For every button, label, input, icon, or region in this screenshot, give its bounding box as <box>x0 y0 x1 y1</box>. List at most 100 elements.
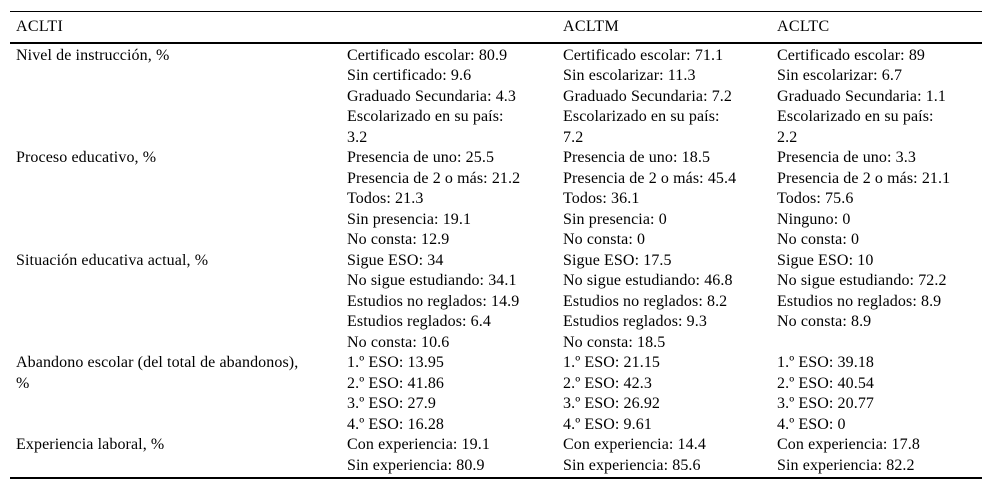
value-line: Sin escolarizar: 6.7 <box>777 67 903 84</box>
value-line: Todos: 75.6 <box>777 190 854 207</box>
value-line: 2.º ESO: 41.86 <box>347 374 445 392</box>
table-row: Experiencia laboral, % Con experiencia: 1… <box>10 435 982 476</box>
row-label-cell: Experiencia laboral, % <box>10 435 347 476</box>
data-table: ACLTI ACLTM ACLTC Nivel de instrucción, … <box>10 11 982 479</box>
value-line: Presencia de uno: 25.5 <box>347 149 495 166</box>
value-line: Estudios reglados: 6.4 <box>347 313 491 330</box>
value-line: Todos: 21.3 <box>347 190 424 207</box>
value-line: Estudios reglados: 9.3 <box>563 313 707 330</box>
value-line: No sigue estudiando: 46.8 <box>563 272 733 289</box>
value-line: 3.2 <box>347 128 368 146</box>
value-line: 2.º ESO: 42.3 <box>563 374 652 392</box>
table-row: Situación educativa actual, % Sigue ESO: … <box>10 251 982 354</box>
table-header-row: ACLTI ACLTM ACLTC <box>10 12 982 44</box>
value-line: Certificado escolar: 89 <box>777 46 926 64</box>
value-line: Estudios no reglados: 8.9 <box>777 292 942 310</box>
value-cell-acltm: Certificado escolar: 71.1 Sin escolarizar… <box>563 46 777 149</box>
value-line: Sin experiencia: 85.6 <box>563 456 701 474</box>
value-line: No consta: 0 <box>563 231 646 248</box>
value-line: Con experiencia: 17.8 <box>777 436 920 453</box>
row-label-cell: Situación educativa actual, % <box>10 251 347 354</box>
value-cell-acltm: 1.º ESO: 21.15 2.º ESO: 42.3 3.º ESO: 26.9… <box>563 353 777 435</box>
header-label-acltc: ACLTC <box>777 18 830 35</box>
header-label-acltm: ACLTM <box>563 18 620 35</box>
value-line: Graduado Secundaria: 7.2 <box>563 87 733 105</box>
value-line: Ninguno: 0 <box>777 210 851 228</box>
value-line: Sin experiencia: 80.9 <box>347 456 485 474</box>
value-line: Graduado Secundaria: 1.1 <box>777 87 947 105</box>
value-line: 3.º ESO: 26.92 <box>563 395 661 412</box>
header-cell-acltc: ACLTC <box>777 17 982 38</box>
value-line: Estudios no reglados: 14.9 <box>347 292 520 310</box>
value-cell-aclti: Presencia de uno: 25.5 Presencia de 2 o m… <box>347 148 563 251</box>
value-cell-aclti: 1.º ESO: 13.95 2.º ESO: 41.86 3.º ESO: 27.… <box>347 353 563 435</box>
value-line: Presencia de 2 o más: 45.4 <box>563 169 737 187</box>
value-line: 1.º ESO: 39.18 <box>777 354 875 371</box>
value-cell-acltc: Certificado escolar: 89 Sin escolarizar: … <box>777 46 982 149</box>
value-line: No consta: 10.6 <box>347 333 450 351</box>
value-line: No consta: 12.9 <box>347 231 450 248</box>
row-label-cell: Abandono escolar (del total de abandonos… <box>10 353 347 435</box>
value-line: Todos: 36.1 <box>563 190 640 207</box>
value-line: 3.º ESO: 27.9 <box>347 395 436 412</box>
value-line: No consta: 8.9 <box>777 313 872 330</box>
row-label-cell: Nivel de instrucción, % <box>10 46 347 149</box>
value-line: Certificado escolar: 71.1 <box>563 46 724 64</box>
value-cell-acltc: Presencia de uno: 3.3 Presencia de 2 o má… <box>777 148 982 251</box>
value-line: Sin escolarizar: 11.3 <box>563 67 696 84</box>
table-body: Nivel de instrucción, % Certificado escol… <box>10 44 982 479</box>
value-line: 2.º ESO: 40.54 <box>777 374 875 392</box>
value-line: Escolarizado en su país: <box>777 108 934 125</box>
row-label-line: Experiencia laboral, % <box>16 436 165 453</box>
header-cell-acltm: ACLTM <box>563 17 777 38</box>
row-label-cell: Proceso educativo, % <box>10 148 347 251</box>
value-line: 3.º ESO: 20.77 <box>777 395 875 412</box>
value-line: No sigue estudiando: 72.2 <box>777 272 947 289</box>
value-line: Estudios no reglados: 8.2 <box>563 292 728 310</box>
value-line: Escolarizado en su país: <box>563 108 720 125</box>
value-cell-aclti: Con experiencia: 19.1 Sin experiencia: 80… <box>347 435 563 476</box>
value-line: Escolarizado en su país: <box>347 108 504 125</box>
value-line: Presencia de uno: 3.3 <box>777 149 916 166</box>
value-line: Graduado Secundaria: 4.3 <box>347 87 517 105</box>
value-cell-acltc: Sigue ESO: 10 No sigue estudiando: 72.2 Es… <box>777 251 982 354</box>
table-row: Abandono escolar (del total de abandonos… <box>10 353 982 435</box>
value-line: No consta: 18.5 <box>563 333 666 351</box>
value-cell-acltm: Presencia de uno: 18.5 Presencia de 2 o m… <box>563 148 777 251</box>
value-line: Certificado escolar: 80.9 <box>347 46 508 64</box>
table-row: Proceso educativo, % Presencia de uno: 25… <box>10 148 982 251</box>
value-line: Con experiencia: 19.1 <box>347 436 490 453</box>
value-line: 4.º ESO: 0 <box>777 415 846 433</box>
value-line: Sigue ESO: 34 <box>347 251 444 269</box>
value-line: Sigue ESO: 10 <box>777 251 874 269</box>
value-line: 4.º ESO: 9.61 <box>563 415 652 433</box>
value-line: 2.2 <box>777 128 798 146</box>
value-line: No sigue estudiando: 34.1 <box>347 272 517 289</box>
value-line: Presencia de 2 o más: 21.2 <box>347 169 521 187</box>
value-line: Presencia de uno: 18.5 <box>563 149 711 166</box>
value-cell-acltc: Con experiencia: 17.8 Sin experiencia: 82… <box>777 435 982 476</box>
row-label-line: Proceso educativo, % <box>16 149 157 166</box>
row-label-line: Nivel de instrucción, % <box>16 46 170 64</box>
value-line: Sin experiencia: 82.2 <box>777 456 915 474</box>
value-line: No consta: 0 <box>777 231 860 248</box>
row-label-line: Situación educativa actual, % <box>16 251 209 269</box>
value-line: Presencia de 2 o más: 21.1 <box>777 169 951 187</box>
value-line: Con experiencia: 14.4 <box>563 436 706 453</box>
row-label-line: % <box>16 374 30 392</box>
value-line: 1.º ESO: 21.15 <box>563 354 661 371</box>
value-cell-acltm: Sigue ESO: 17.5 No sigue estudiando: 46.8… <box>563 251 777 354</box>
value-line: 4.º ESO: 16.28 <box>347 415 445 433</box>
header-cell-aclti: ACLTI <box>10 17 347 38</box>
value-cell-acltc: 1.º ESO: 39.18 2.º ESO: 40.54 3.º ESO: 20.… <box>777 353 982 435</box>
value-line: Sigue ESO: 17.5 <box>563 251 672 269</box>
header-label-aclti: ACLTI <box>16 18 64 35</box>
value-line: Sin presencia: 0 <box>563 210 667 228</box>
value-cell-aclti: Sigue ESO: 34 No sigue estudiando: 34.1 Es… <box>347 251 563 354</box>
value-line: 1.º ESO: 13.95 <box>347 354 445 371</box>
row-label-line: Abandono escolar (del total de abandonos… <box>16 354 299 371</box>
value-cell-acltm: Con experiencia: 14.4 Sin experiencia: 85… <box>563 435 777 476</box>
value-cell-aclti: Certificado escolar: 80.9 Sin certificado… <box>347 46 563 149</box>
value-line: Sin certificado: 9.6 <box>347 67 472 84</box>
